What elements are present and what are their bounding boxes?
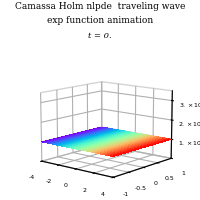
- Text: t = 0.: t = 0.: [88, 32, 112, 40]
- Text: Camassa Holm nlpde  traveling wave: Camassa Holm nlpde traveling wave: [15, 2, 185, 11]
- Text: exp function animation: exp function animation: [47, 16, 153, 25]
